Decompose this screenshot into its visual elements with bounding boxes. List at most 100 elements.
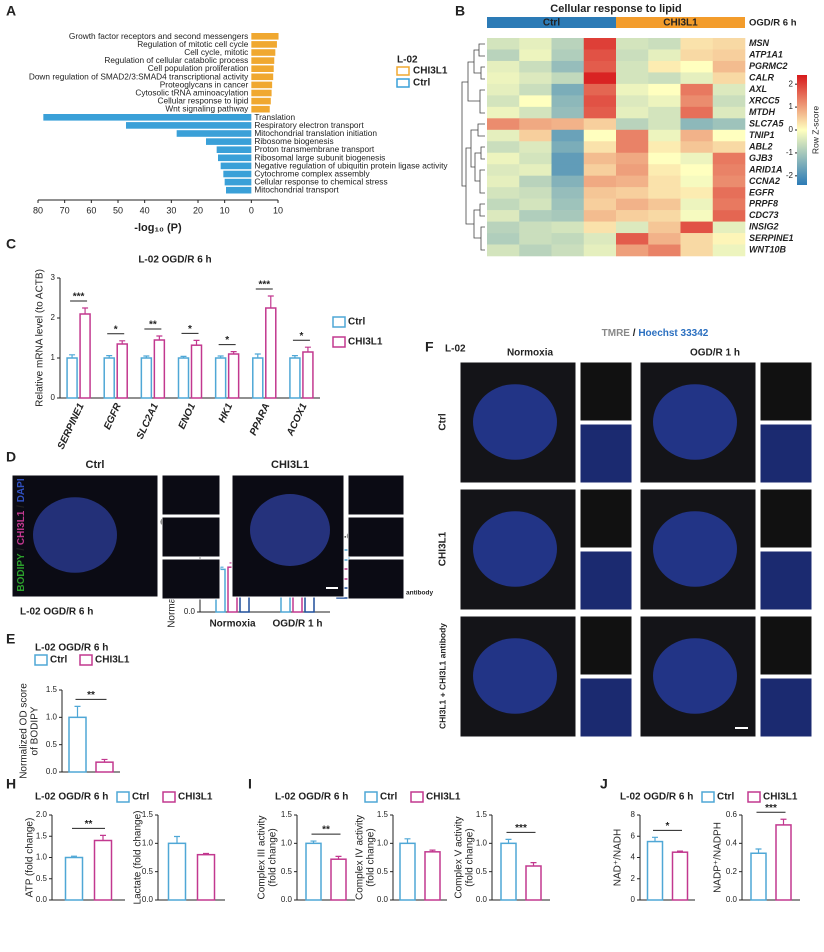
y-tick-label: 0.0	[726, 895, 738, 904]
heatmap-cell	[583, 244, 617, 257]
bar	[305, 842, 322, 901]
y-tick-label: 0.6	[726, 810, 738, 819]
y-axis-title: Lactate (fold change)	[133, 811, 144, 905]
error-bar	[101, 758, 108, 763]
heatmap-cell	[648, 106, 681, 119]
heatmap-cell	[712, 106, 746, 119]
heatmap-cell	[487, 38, 520, 50]
category-label: Proton transmembrane transport	[254, 144, 375, 154]
heatmap-cell	[680, 60, 714, 73]
heatmap-cell	[680, 164, 714, 176]
row-label: CCNA2	[749, 176, 780, 186]
heatmap-cell	[519, 198, 552, 211]
bar	[103, 357, 115, 399]
legend-swatch	[701, 791, 715, 803]
legend-swatch	[34, 654, 48, 666]
heatmap-cell	[487, 175, 520, 188]
heatmap-cell	[487, 129, 520, 142]
heatmap-cell	[551, 187, 585, 199]
heatmap-cell	[519, 38, 552, 50]
micrograph	[347, 516, 405, 558]
y-tick-label: 1.0	[36, 853, 48, 862]
error-bar	[677, 850, 683, 853]
legend-label: CHI3L1	[426, 792, 461, 803]
category-label: Ribosomal large subunit biogenesis	[254, 152, 385, 162]
heatmap-cell	[648, 118, 681, 131]
colorbar-tick-label: 2	[789, 79, 794, 88]
x-tick-label: EGFR	[102, 401, 124, 432]
y-tick-label: 1.5	[142, 810, 154, 819]
y-tick-label: 0.0	[36, 895, 48, 904]
cell-nucleus	[653, 384, 737, 460]
bar	[525, 865, 542, 901]
bar	[167, 842, 187, 901]
significance-label: **	[85, 819, 93, 830]
error-bar	[74, 705, 81, 718]
row-label: TNIP1	[749, 130, 775, 140]
micrograph	[759, 677, 813, 738]
heatmap-cell	[583, 49, 617, 62]
bar	[252, 357, 264, 399]
x-tick-label: ACOX1	[285, 401, 310, 438]
micrograph	[161, 474, 221, 516]
chart-title: L-02 OGD/R 6 h	[620, 792, 693, 803]
bar	[218, 154, 252, 162]
bar	[196, 853, 216, 901]
chart-title: L-02 OGD/R 6 h	[275, 792, 348, 803]
error-bar	[254, 353, 261, 358]
y-axis-title: Relative mRNA level (to ACTB)	[35, 269, 46, 407]
legend-label: Ctrl	[717, 792, 734, 803]
heatmap-cell	[583, 164, 617, 176]
error-bar	[404, 838, 411, 844]
cell-nucleus	[653, 638, 737, 714]
x-axis-title: -log₁₀ (P)	[134, 222, 182, 234]
heatmap-cell	[519, 129, 552, 142]
error-bar	[429, 849, 436, 852]
heatmap-cell	[519, 164, 552, 176]
error-bar	[755, 848, 762, 854]
bar	[227, 353, 240, 399]
heatmap-cell	[583, 118, 617, 131]
heatmap-cell	[712, 164, 746, 176]
heatmap-cell	[680, 210, 714, 222]
heatmap-cell	[583, 60, 617, 73]
legend-label: CHI3L1	[348, 337, 383, 348]
significance-label: *	[225, 335, 229, 346]
heatmap-cell	[648, 141, 681, 154]
bar	[226, 186, 252, 194]
heatmap-cell	[583, 187, 617, 199]
bar	[206, 138, 252, 145]
heatmap-cell	[648, 49, 681, 62]
panel-label: C	[6, 236, 16, 252]
micrograph	[579, 550, 633, 611]
bar	[153, 339, 166, 399]
heatmap-cell	[616, 175, 649, 188]
stain-name: CHI3L1	[16, 510, 27, 545]
heatmap-cell	[583, 198, 617, 211]
category-label: Negative regulation of ubiquitin protein…	[254, 160, 448, 170]
x-tick-label: 10	[220, 205, 230, 215]
heatmap-cell	[519, 175, 552, 188]
y-tick-label: 3	[51, 273, 56, 282]
bar	[251, 41, 277, 48]
x-tick-label: ENO1	[177, 401, 199, 431]
row-label: Ctrl	[438, 413, 449, 430]
micrograph	[579, 677, 633, 738]
chart-title: Cellular response to lipid	[550, 3, 681, 15]
y-axis-title: (fold change)	[465, 828, 476, 886]
category-label: Cell cycle, mitotic	[184, 47, 248, 57]
y-tick-label: 1.5	[46, 685, 58, 694]
colorbar-title: Row Z-score	[810, 106, 820, 154]
row-label: MTDH	[749, 107, 775, 117]
heatmap-cell	[487, 106, 520, 119]
heatmap-cell	[648, 187, 681, 199]
heatmap-cell	[616, 49, 649, 62]
micrograph	[347, 558, 405, 600]
micrograph	[161, 558, 221, 600]
heatmap-cell	[551, 129, 585, 142]
bar	[251, 81, 273, 89]
heatmap-cell	[648, 175, 681, 188]
y-tick-label: 6	[631, 831, 636, 840]
chart-title: L-02 OGD/R 6 h	[35, 643, 108, 654]
group-label: CHI3L1	[663, 18, 698, 29]
